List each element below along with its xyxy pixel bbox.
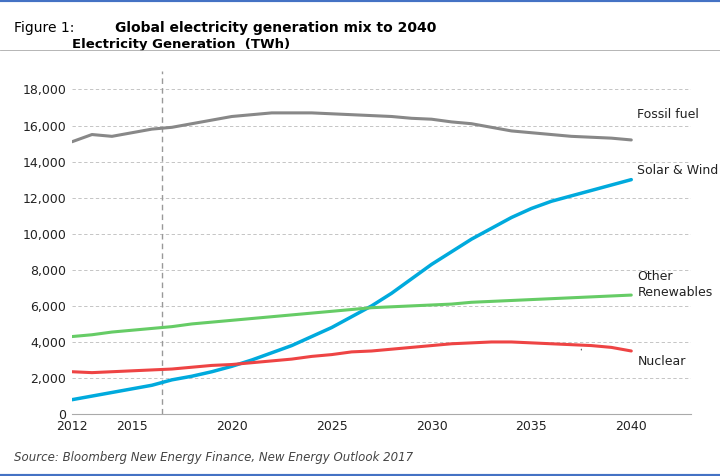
- Text: Source: Bloomberg New Energy Finance, New Energy Outlook 2017: Source: Bloomberg New Energy Finance, Ne…: [14, 451, 413, 464]
- Text: Fossil fuel: Fossil fuel: [637, 108, 699, 121]
- Text: Global electricity generation mix to 2040: Global electricity generation mix to 204…: [115, 21, 436, 35]
- Text: Electricity Generation  (TWh): Electricity Generation (TWh): [72, 38, 290, 51]
- Text: Nuclear: Nuclear: [637, 355, 685, 368]
- Text: Solar & Wind: Solar & Wind: [637, 164, 719, 177]
- Text: Figure 1:: Figure 1:: [14, 21, 75, 35]
- Text: Other
Renewables: Other Renewables: [637, 270, 713, 299]
